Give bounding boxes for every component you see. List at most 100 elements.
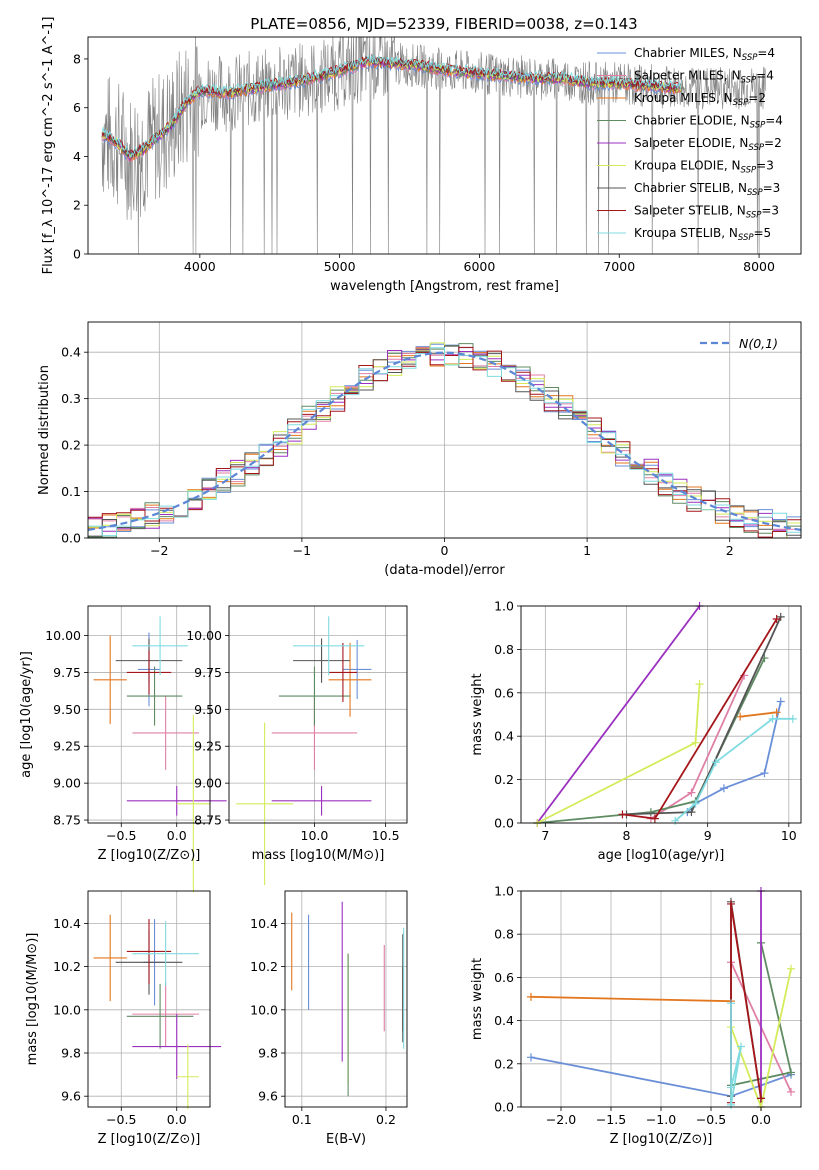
y-tick-label: 0.0 [494, 816, 514, 831]
y-tick-label: 6 [73, 100, 81, 115]
y-tick-label: 10.2 [53, 959, 81, 974]
y-axis-label: mass weight [470, 958, 485, 1040]
weight-marker [527, 992, 535, 1001]
legend-entry: N(0,1) [739, 336, 778, 351]
x-tick-label: −2 [150, 543, 168, 558]
spectrum-lines [101, 37, 767, 254]
data-point [126, 983, 194, 1049]
model-spectrum-line [101, 56, 682, 159]
weight-marker [737, 1042, 745, 1051]
data-point [132, 1014, 222, 1079]
spectrum-legend: Chabrier MILES, NSSP=4 Salpeter MILES, NS… [597, 46, 783, 243]
data-point [176, 1044, 199, 1110]
x-tick-label: −1.0 [646, 1112, 676, 1127]
y-tick-label: 10.0 [250, 1002, 278, 1017]
y-tick-label: 10.4 [53, 916, 81, 931]
legend-entry: Salpeter ELODIE, NSSP=2 [634, 136, 782, 153]
x-tick-label: −2.0 [546, 1112, 576, 1127]
y-tick-label: 9.75 [194, 665, 222, 680]
histogram-area [88, 342, 801, 538]
y-tick-label: 9.6 [61, 1089, 81, 1104]
data-point [278, 666, 351, 726]
y-axis-label: age [log10(age/yr)] [19, 651, 34, 778]
spectrum-plot-area [101, 37, 767, 254]
normal-reference-curve [88, 351, 801, 531]
axes-frame [87, 321, 802, 539]
massweight_vs_Z-panel: −2.0 −1.5 −1.0 −0.5 0.0 0.0 0.2 0.4 0.6 0.8 1.0 Z [… [470, 884, 802, 1147]
x-tick-label: 1 [583, 543, 591, 558]
mass_vs_Z-plot-area [93, 914, 222, 1110]
weight-marker [788, 714, 797, 723]
data-point [132, 616, 188, 676]
y-tick-label: 0.4 [494, 1013, 514, 1028]
massweight_vs_age-plot-area [533, 602, 797, 827]
x-tick-label: 7 [541, 828, 549, 843]
data-point [126, 666, 183, 726]
axes-frame [520, 890, 802, 1108]
y-tick-label: 9.75 [53, 665, 81, 680]
x-tick-label: 0.1 [292, 1112, 312, 1127]
y-tick-label: 10.00 [186, 628, 222, 643]
weight-marker [768, 714, 777, 723]
weight-marker [650, 814, 659, 823]
y-tick-label: 0.4 [61, 345, 81, 360]
y-tick-label: 9.50 [53, 702, 81, 717]
weight-marker [671, 816, 680, 825]
y-tick-label: 9.00 [53, 776, 81, 791]
model-spectrum-line [101, 55, 682, 157]
x-tick-label: 0.2 [376, 1112, 396, 1127]
y-tick-label: 10.0 [53, 1002, 81, 1017]
y-tick-label: 0.2 [61, 438, 81, 453]
y-tick-label: 0.8 [494, 927, 514, 942]
y-tick-label: 10.2 [250, 959, 278, 974]
data-point [328, 642, 372, 717]
y-tick-label: 1.0 [494, 599, 514, 614]
y-axis-label: Normed distribution [37, 365, 52, 495]
figure-title: PLATE=0856, MJD=52339, FIBERID=0038, z=0… [250, 15, 637, 33]
y-tick-label: 8.75 [194, 813, 222, 828]
x-axis-label: Z [log10(Z/Z⊙)] [610, 1132, 713, 1147]
x-tick-label: 10.5 [372, 828, 400, 843]
data-point [176, 715, 210, 893]
y-tick-label: 0.2 [494, 1056, 514, 1071]
x-tick-label: −0.5 [696, 1112, 726, 1127]
x-tick-label: 10 [781, 828, 797, 843]
x-axis-label: Z [log10(Z/Z⊙)] [98, 1132, 201, 1147]
x-tick-label: 9 [704, 828, 712, 843]
x-tick-label: −0.5 [106, 1112, 136, 1127]
weight-marker [727, 1083, 735, 1092]
weight-marker [527, 1053, 535, 1062]
y-tick-label: 8.75 [53, 813, 81, 828]
weight-marker [757, 1094, 765, 1103]
data-point [126, 919, 172, 984]
y-tick-label: 9.8 [258, 1046, 278, 1061]
x-tick-label: 8000 [743, 259, 775, 274]
y-tick-label: 0.6 [494, 685, 514, 700]
histogram-step [88, 347, 801, 537]
x-axis-label: wavelength [Angstrom, rest frame] [330, 279, 559, 294]
data-point [293, 616, 365, 676]
legend-entry: Chabrier ELODIE, NSSP=4 [634, 114, 783, 131]
x-tick-label: 2 [726, 543, 734, 558]
axes-frame [87, 605, 211, 824]
weight-marker [618, 810, 627, 819]
legend-entry: Chabrier MILES, NSSP=4 [634, 46, 775, 63]
x-tick-label: −0.5 [106, 828, 136, 843]
weight-marker [691, 799, 700, 808]
y-tick-label: 9.6 [258, 1089, 278, 1104]
data-point [293, 638, 351, 683]
y-tick-label: 0.8 [494, 642, 514, 657]
data-point [236, 722, 294, 885]
weight-line [626, 616, 782, 816]
y-tick-label: 9.8 [61, 1046, 81, 1061]
residuals-panel: −2 −1 0 1 2 0.0 0.1 0.2 0.3 0.4 (data-model)/error… [37, 321, 802, 578]
residual-legend: N(0,1) [700, 336, 778, 351]
weight-line [536, 605, 701, 824]
age_vs_Z-plot-area [93, 616, 227, 893]
data-point [93, 914, 127, 1002]
data-point [132, 921, 199, 987]
weight-marker [772, 708, 781, 717]
weight-line [739, 711, 777, 718]
mass_vs_ebv-panel: 0.1 0.2 9.6 9.8 10.0 10.2 10.4 E(B-V) [250, 890, 408, 1147]
